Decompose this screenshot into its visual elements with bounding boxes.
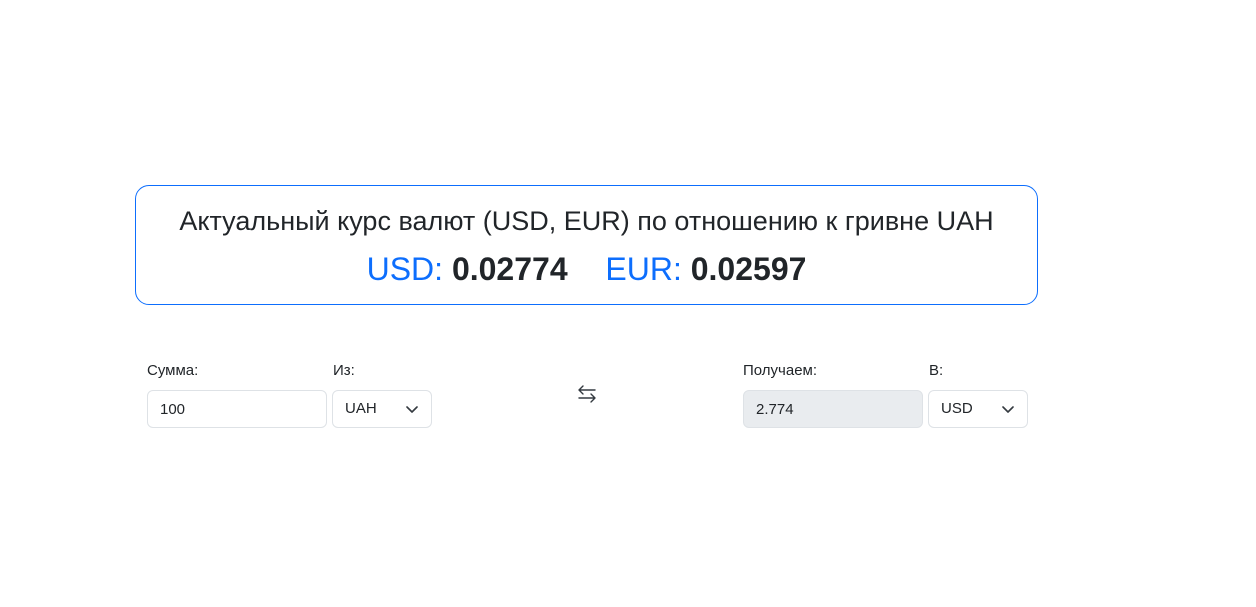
- to-currency-label: В:: [929, 362, 944, 379]
- amount-label: Сумма:: [147, 362, 199, 379]
- result-output: [743, 390, 923, 428]
- from-currency-label: Из:: [333, 362, 355, 379]
- chevron-down-icon: [1002, 406, 1014, 413]
- swap-arrows-icon[interactable]: [574, 381, 600, 407]
- amount-input[interactable]: [147, 390, 327, 428]
- to-currency-select[interactable]: USD: [928, 390, 1028, 428]
- rates-line: USD: 0.02774 EUR: 0.02597: [136, 249, 1037, 289]
- eur-rate-value: 0.02597: [690, 251, 807, 287]
- chevron-down-icon: [406, 406, 418, 413]
- eur-rate-label: EUR:: [605, 251, 682, 287]
- to-currency-value: USD: [941, 400, 973, 417]
- rates-card: Актуальный курс валют (USD, EUR) по отно…: [135, 185, 1038, 305]
- rates-title: Актуальный курс валют (USD, EUR) по отно…: [179, 206, 994, 236]
- usd-rate-label: USD:: [366, 251, 444, 287]
- from-currency-select[interactable]: UAH: [332, 390, 432, 428]
- from-currency-value: UAH: [345, 400, 377, 417]
- usd-rate-value: 0.02774: [451, 251, 568, 287]
- result-label: Получаем:: [743, 362, 818, 379]
